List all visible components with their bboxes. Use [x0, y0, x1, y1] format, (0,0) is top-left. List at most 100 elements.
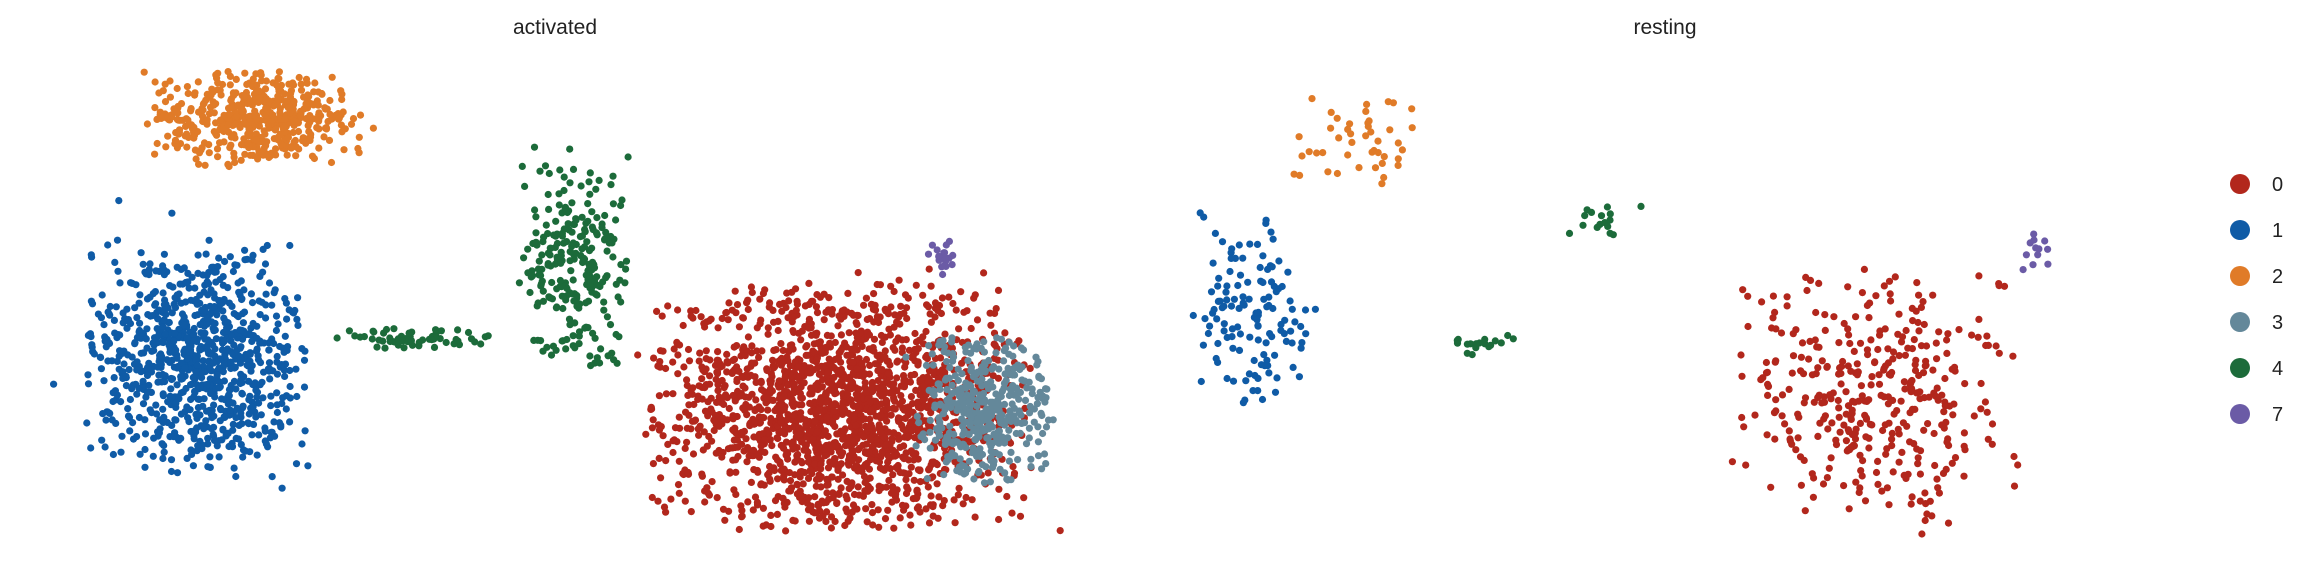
point-cluster-2 — [284, 133, 292, 141]
point-cluster-2 — [257, 71, 265, 79]
point-cluster-1 — [102, 416, 110, 424]
point-cluster-0 — [669, 448, 677, 457]
point-cluster-3 — [1021, 396, 1030, 404]
point-cluster-0 — [818, 383, 827, 391]
point-cluster-0 — [675, 413, 683, 421]
point-cluster-1 — [185, 284, 193, 292]
point-cluster-1 — [1253, 240, 1262, 248]
point-cluster-1 — [257, 411, 265, 419]
point-cluster-0 — [853, 338, 861, 346]
point-cluster-1 — [187, 395, 195, 404]
point-cluster-0 — [823, 413, 831, 421]
point-cluster-1 — [83, 419, 91, 427]
point-cluster-3 — [926, 416, 934, 424]
point-cluster-4 — [590, 264, 599, 272]
point-cluster-1 — [192, 428, 200, 436]
point-cluster-4 — [1463, 340, 1471, 348]
point-cluster-3 — [1015, 408, 1023, 416]
point-cluster-1 — [87, 251, 95, 259]
point-cluster-0 — [662, 390, 671, 398]
point-cluster-0 — [714, 356, 723, 365]
point-cluster-3 — [930, 391, 938, 399]
point-cluster-2 — [1319, 149, 1327, 157]
point-cluster-0 — [806, 399, 814, 407]
point-cluster-1 — [272, 312, 281, 320]
point-cluster-4 — [571, 344, 579, 352]
point-cluster-1 — [229, 267, 237, 276]
point-cluster-1 — [1277, 320, 1285, 329]
point-cluster-1 — [224, 429, 232, 438]
panel-activated: activated — [50, 16, 1064, 535]
point-cluster-0 — [730, 343, 738, 351]
point-cluster-3 — [992, 390, 1000, 398]
point-cluster-2 — [315, 109, 323, 117]
point-cluster-0 — [738, 506, 746, 514]
point-cluster-0 — [854, 269, 862, 277]
point-cluster-2 — [183, 130, 191, 138]
point-cluster-0 — [1875, 371, 1883, 379]
point-cluster-1 — [1239, 293, 1247, 301]
point-cluster-1 — [188, 450, 196, 458]
point-cluster-3 — [957, 442, 965, 450]
point-cluster-0 — [767, 511, 775, 519]
point-cluster-0 — [770, 466, 779, 475]
point-cluster-1 — [211, 268, 219, 276]
point-cluster-1 — [159, 454, 167, 463]
point-cluster-0 — [729, 415, 737, 423]
point-cluster-0 — [1771, 358, 1779, 366]
point-cluster-0 — [987, 321, 995, 329]
point-cluster-1 — [160, 448, 168, 456]
point-cluster-1 — [248, 431, 256, 439]
point-cluster-2 — [226, 81, 234, 89]
point-cluster-0 — [687, 307, 695, 315]
point-cluster-0 — [907, 521, 915, 529]
point-cluster-0 — [774, 326, 782, 335]
point-cluster-4 — [526, 288, 534, 297]
point-cluster-0 — [1941, 402, 1949, 410]
point-cluster-1 — [1241, 396, 1249, 404]
point-cluster-0 — [780, 406, 788, 414]
point-cluster-1 — [203, 407, 211, 415]
point-cluster-1 — [159, 323, 167, 331]
point-cluster-3 — [974, 368, 982, 376]
point-cluster-2 — [194, 78, 202, 86]
point-cluster-4 — [1581, 212, 1589, 220]
point-cluster-0 — [811, 460, 819, 468]
point-cluster-2 — [240, 135, 248, 143]
point-cluster-0 — [775, 383, 783, 391]
point-cluster-0 — [796, 468, 805, 476]
point-cluster-1 — [209, 430, 217, 438]
point-cluster-0 — [700, 428, 708, 436]
point-cluster-0 — [779, 346, 787, 355]
point-cluster-1 — [245, 420, 253, 428]
point-cluster-1 — [278, 361, 286, 369]
point-cluster-3 — [979, 391, 987, 399]
point-cluster-4 — [593, 291, 601, 299]
point-cluster-2 — [173, 84, 181, 93]
point-cluster-3 — [953, 406, 961, 415]
point-cluster-0 — [784, 381, 792, 389]
point-cluster-1 — [298, 345, 306, 353]
point-cluster-4 — [582, 299, 590, 307]
point-cluster-1 — [266, 375, 274, 383]
point-cluster-1 — [1235, 346, 1244, 354]
point-cluster-0 — [1815, 279, 1823, 287]
point-cluster-0 — [1975, 315, 1983, 323]
point-cluster-1 — [239, 402, 247, 410]
point-cluster-1 — [1265, 301, 1273, 310]
point-cluster-2 — [205, 141, 213, 149]
point-cluster-2 — [1386, 126, 1394, 134]
point-cluster-0 — [797, 409, 805, 417]
point-cluster-1 — [272, 326, 280, 335]
point-cluster-0 — [916, 391, 924, 399]
point-cluster-0 — [823, 508, 831, 516]
point-cluster-1 — [256, 311, 264, 319]
point-cluster-0 — [872, 457, 880, 465]
point-cluster-3 — [915, 419, 923, 427]
point-cluster-1 — [157, 361, 165, 369]
point-cluster-0 — [774, 434, 782, 443]
point-cluster-1 — [1263, 356, 1271, 364]
point-cluster-0 — [812, 476, 821, 484]
point-cluster-0 — [738, 428, 746, 437]
point-cluster-2 — [184, 116, 192, 124]
